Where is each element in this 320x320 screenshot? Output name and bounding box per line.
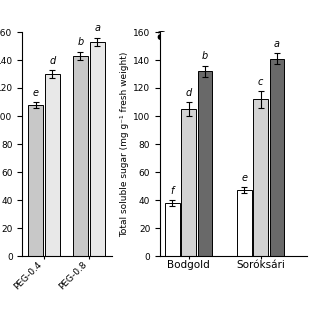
Text: a: a bbox=[94, 23, 100, 33]
Bar bbox=[28, 105, 43, 256]
Bar bbox=[90, 42, 105, 256]
Bar bbox=[73, 56, 88, 256]
Text: b: b bbox=[202, 52, 208, 61]
Y-axis label: Total soluble sugar (mg g⁻¹ fresh weight): Total soluble sugar (mg g⁻¹ fresh weight… bbox=[120, 51, 129, 237]
Text: c: c bbox=[258, 76, 263, 87]
Text: a: a bbox=[274, 39, 280, 49]
Text: a: a bbox=[156, 28, 166, 43]
Text: e: e bbox=[241, 173, 247, 183]
Bar bbox=[165, 203, 180, 256]
Bar bbox=[269, 59, 284, 256]
Bar bbox=[237, 190, 252, 256]
Bar bbox=[198, 71, 212, 256]
Text: b: b bbox=[77, 37, 84, 47]
Text: d: d bbox=[186, 88, 192, 98]
Text: d: d bbox=[49, 56, 56, 66]
Text: e: e bbox=[33, 88, 39, 98]
Text: f: f bbox=[171, 186, 174, 196]
Bar bbox=[253, 99, 268, 256]
Bar bbox=[45, 74, 60, 256]
Bar bbox=[181, 109, 196, 256]
